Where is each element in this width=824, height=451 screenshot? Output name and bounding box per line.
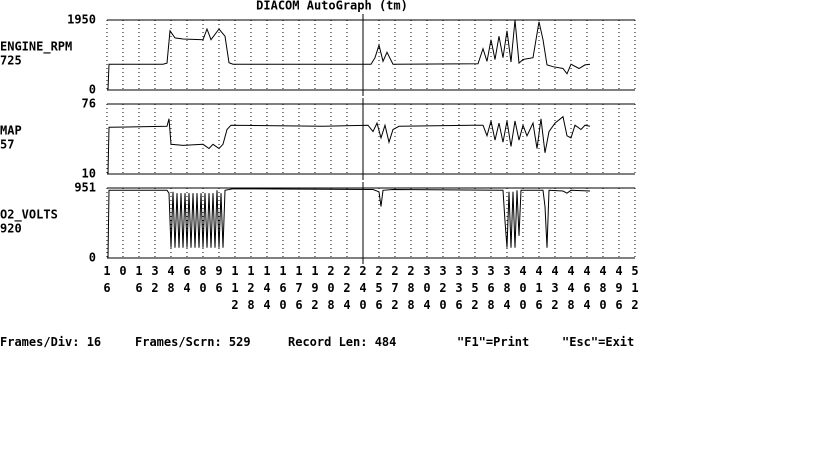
y-tick-label: 951 xyxy=(74,181,96,195)
channel-name: O2_VOLTS xyxy=(0,208,58,223)
y-tick-label: 0 xyxy=(89,251,96,265)
x-tick-label: 240 xyxy=(356,264,370,315)
x-tick-label: 64 xyxy=(180,264,194,298)
x-tick-label: 144 xyxy=(260,264,274,315)
y-tick-label: 1950 xyxy=(67,13,96,27)
x-tick-label: 48 xyxy=(164,264,178,298)
data-line xyxy=(107,188,591,259)
x-tick-label: 176 xyxy=(292,264,306,315)
x-tick-label: 304 xyxy=(420,264,434,315)
x-tick-label: 112 xyxy=(228,264,242,315)
x-tick-label: 128 xyxy=(244,264,258,315)
x-tick-label: 512 xyxy=(628,264,642,315)
x-tick-label: 160 xyxy=(276,264,290,315)
status-item: "Esc"=Exit xyxy=(562,335,635,349)
x-tick-label: 384 xyxy=(500,264,514,315)
app-title: DIACOM AutoGraph (tm) xyxy=(256,0,408,13)
data-line xyxy=(107,115,591,175)
x-tick-label: 32 xyxy=(148,264,162,298)
channel-value: 57 xyxy=(0,138,14,152)
data-line xyxy=(107,19,591,91)
channel-value: 920 xyxy=(0,222,22,236)
x-tick-label: 256 xyxy=(372,264,386,315)
channel-value: 725 xyxy=(0,54,22,68)
status-item: Record Len: 484 xyxy=(288,335,397,349)
channel-name: MAP xyxy=(0,124,22,138)
x-tick-label: 16 xyxy=(132,264,146,298)
x-tick-label: 352 xyxy=(468,264,482,315)
x-tick-label: 0 xyxy=(116,264,130,281)
x-tick-label: 496 xyxy=(612,264,626,315)
y-tick-label: 0 xyxy=(89,83,96,97)
y-tick-label: 10 xyxy=(82,167,96,181)
status-item: Frames/Scrn: 529 xyxy=(135,335,251,349)
x-tick-label: 336 xyxy=(452,264,466,315)
x-tick-label: 272 xyxy=(388,264,402,315)
x-tick-label: 320 xyxy=(436,264,450,315)
x-tick-label: 224 xyxy=(340,264,354,315)
x-tick-label: 432 xyxy=(548,264,562,315)
x-tick-label: 96 xyxy=(212,264,226,298)
y-tick-label: 76 xyxy=(82,97,96,111)
x-tick-label: 192 xyxy=(308,264,322,315)
x-tick-label: 16 xyxy=(100,264,114,298)
status-item: "F1"=Print xyxy=(457,335,530,349)
status-item: Frames/Div: 16 xyxy=(0,335,102,349)
x-tick-label: 464 xyxy=(580,264,594,315)
x-tick-label: 208 xyxy=(324,264,338,315)
x-tick-label: 480 xyxy=(596,264,610,315)
x-tick-label: 288 xyxy=(404,264,418,315)
x-tick-label: 80 xyxy=(196,264,210,298)
x-tick-label: 448 xyxy=(564,264,578,315)
x-tick-label: 416 xyxy=(532,264,546,315)
x-tick-label: 400 xyxy=(516,264,530,315)
x-tick-label: 368 xyxy=(484,264,498,315)
channel-name: ENGINE_RPM xyxy=(0,40,72,55)
